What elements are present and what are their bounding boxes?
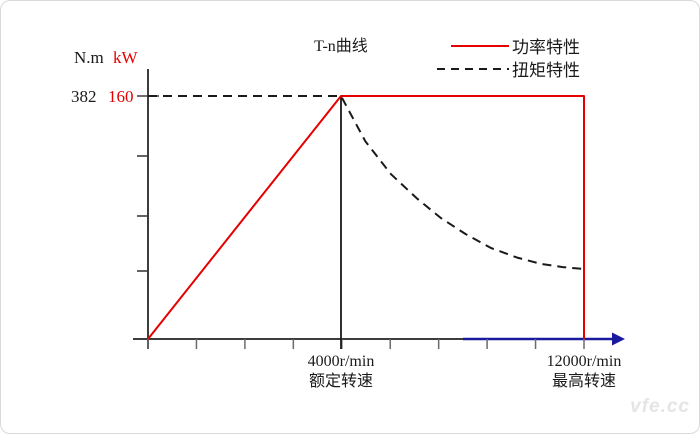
watermark: vfe.cc: [630, 396, 690, 417]
legend-item-torque: 扭矩特性: [437, 57, 580, 80]
legend-item-power: 功率特性: [437, 34, 580, 57]
power-line-sample-icon: [451, 44, 509, 47]
x-tick-label-max-speed: 12000r/min 最高转速: [504, 352, 664, 392]
power-curve: [147, 95, 585, 340]
y-axis-value-torque: 382: [71, 87, 97, 106]
x-tick-value-max: 12000r/min: [546, 353, 622, 370]
legend-label-power: 功率特性: [512, 38, 580, 57]
x-tick-name-max: 最高转速: [551, 373, 616, 390]
legend: 功率特性 扭矩特性: [437, 34, 580, 80]
chart-title: T-n曲线: [314, 38, 368, 55]
x-tick-label-rated-speed: 4000r/min 额定转速: [261, 352, 421, 392]
y-axis-unit-power: kW: [113, 48, 138, 67]
torque-curve: [148, 95, 585, 270]
x-axis-arrowhead-icon: [612, 332, 625, 346]
x-tick-value-rated: 4000r/min: [307, 353, 375, 370]
y-axis-unit-torque: N.m: [74, 48, 104, 67]
y-axis-value-power: 160: [108, 87, 134, 106]
torque-line-sample-icon: [437, 67, 509, 70]
x-tick-name-rated: 额定转速: [308, 373, 373, 390]
legend-label-torque: 扭矩特性: [512, 61, 580, 80]
